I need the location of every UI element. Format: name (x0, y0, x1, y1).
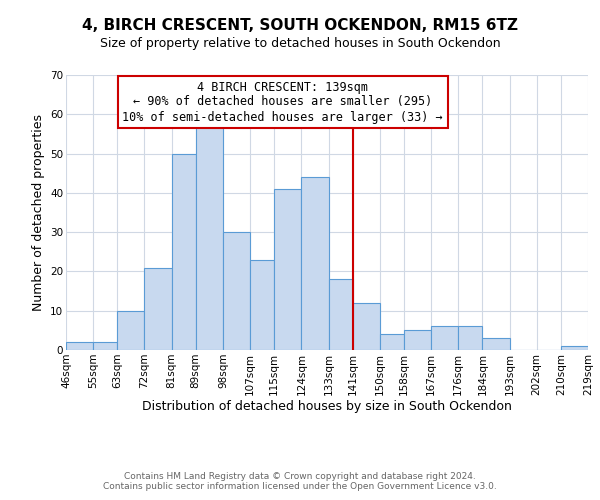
Y-axis label: Number of detached properties: Number of detached properties (32, 114, 44, 311)
Bar (329, 280, 353, 350)
Bar (66, 342, 93, 350)
Bar (353, 303, 380, 350)
Bar (223, 232, 250, 350)
Bar (145, 268, 172, 350)
Bar (301, 177, 329, 350)
Text: Contains public sector information licensed under the Open Government Licence v3: Contains public sector information licen… (103, 482, 497, 491)
Text: 4, BIRCH CRESCENT, SOUTH OCKENDON, RM15 6TZ: 4, BIRCH CRESCENT, SOUTH OCKENDON, RM15 … (82, 18, 518, 32)
Bar (380, 334, 404, 350)
Bar (404, 330, 431, 350)
Bar (172, 154, 196, 350)
Bar (196, 122, 223, 350)
Bar (274, 189, 301, 350)
Text: 4 BIRCH CRESCENT: 139sqm
← 90% of detached houses are smaller (295)
10% of semi-: 4 BIRCH CRESCENT: 139sqm ← 90% of detach… (122, 80, 443, 124)
Text: Contains HM Land Registry data © Crown copyright and database right 2024.: Contains HM Land Registry data © Crown c… (124, 472, 476, 481)
Bar (431, 326, 458, 350)
Bar (117, 310, 145, 350)
Bar (250, 260, 274, 350)
Bar (458, 326, 482, 350)
Text: Size of property relative to detached houses in South Ockendon: Size of property relative to detached ho… (100, 38, 500, 51)
Bar (93, 342, 117, 350)
Bar (561, 346, 588, 350)
Bar (482, 338, 509, 350)
X-axis label: Distribution of detached houses by size in South Ockendon: Distribution of detached houses by size … (142, 400, 512, 413)
